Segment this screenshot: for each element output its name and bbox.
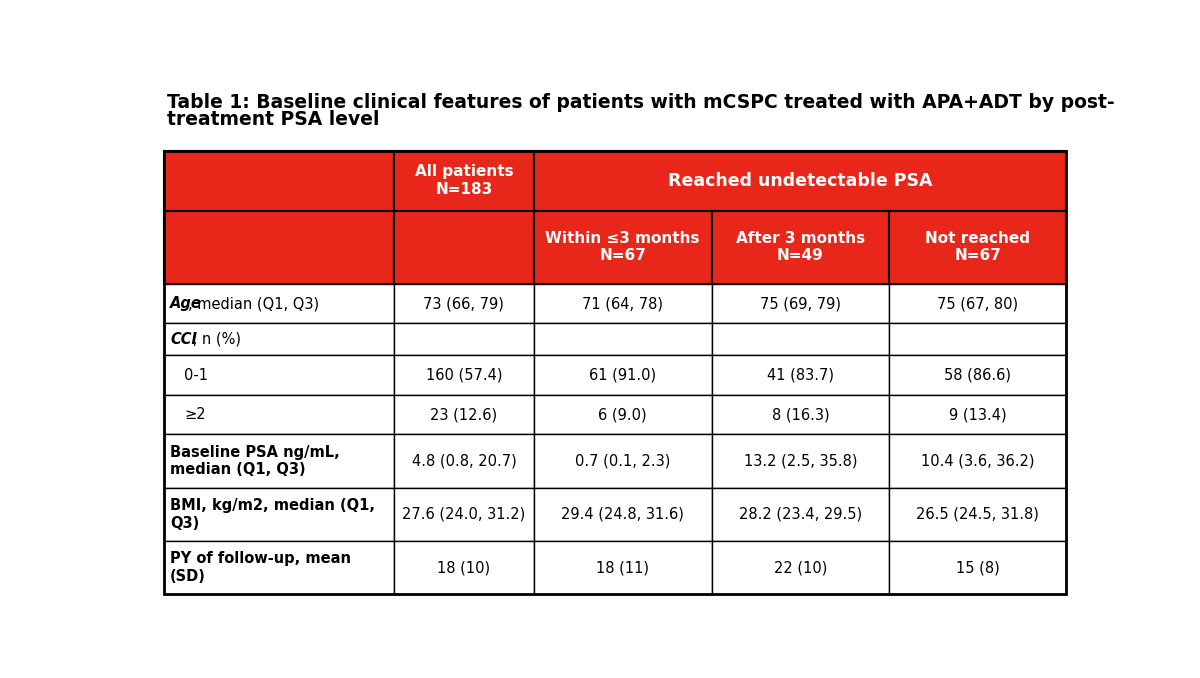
Text: 75 (69, 79): 75 (69, 79) xyxy=(760,296,841,311)
Bar xyxy=(394,435,534,487)
Text: , n (%): , n (%) xyxy=(188,332,241,347)
Bar xyxy=(164,151,1066,594)
Text: 8 (16.3): 8 (16.3) xyxy=(772,407,829,422)
Text: After 3 months
N=49: After 3 months N=49 xyxy=(736,231,865,264)
Bar xyxy=(394,284,534,323)
Text: 10.4 (3.6, 36.2): 10.4 (3.6, 36.2) xyxy=(920,454,1034,468)
Text: 6 (9.0): 6 (9.0) xyxy=(599,407,647,422)
Text: 75 (67, 80): 75 (67, 80) xyxy=(937,296,1019,311)
Bar xyxy=(164,395,394,435)
Text: 0.7 (0.1, 2.3): 0.7 (0.1, 2.3) xyxy=(575,454,671,468)
Text: 71 (64, 78): 71 (64, 78) xyxy=(582,296,664,311)
Text: treatment PSA level: treatment PSA level xyxy=(167,110,379,129)
Text: 22 (10): 22 (10) xyxy=(774,560,827,575)
Bar xyxy=(164,355,394,395)
Bar xyxy=(164,211,394,284)
Text: 0-1: 0-1 xyxy=(184,367,208,382)
Bar xyxy=(394,355,534,395)
Bar xyxy=(534,541,712,594)
Bar xyxy=(889,211,1066,284)
Bar xyxy=(712,541,889,594)
Bar xyxy=(889,541,1066,594)
Bar xyxy=(164,323,394,355)
Text: 9 (13.4): 9 (13.4) xyxy=(949,407,1007,422)
Text: , median (Q1, Q3): , median (Q1, Q3) xyxy=(188,296,319,311)
Text: 61 (91.0): 61 (91.0) xyxy=(589,367,656,382)
Bar xyxy=(534,151,1066,211)
Text: 160 (57.4): 160 (57.4) xyxy=(426,367,502,382)
Text: 58 (86.6): 58 (86.6) xyxy=(944,367,1012,382)
Bar xyxy=(394,151,534,211)
Bar xyxy=(394,541,534,594)
Bar xyxy=(889,355,1066,395)
Text: Not reached
N=67: Not reached N=67 xyxy=(925,231,1030,264)
Text: 13.2 (2.5, 35.8): 13.2 (2.5, 35.8) xyxy=(744,454,857,468)
Bar xyxy=(394,323,534,355)
Text: 23 (12.6): 23 (12.6) xyxy=(431,407,498,422)
Text: 28.2 (23.4, 29.5): 28.2 (23.4, 29.5) xyxy=(739,507,862,522)
Bar xyxy=(889,487,1066,541)
Bar xyxy=(889,395,1066,435)
Text: All patients
N=183: All patients N=183 xyxy=(414,165,514,197)
Text: Within ≤3 months
N=67: Within ≤3 months N=67 xyxy=(546,231,700,264)
Text: Age: Age xyxy=(170,296,202,311)
Bar xyxy=(164,151,394,211)
Text: Baseline PSA ng/mL,
median (Q1, Q3): Baseline PSA ng/mL, median (Q1, Q3) xyxy=(170,445,340,477)
Text: PY of follow-up, mean
(SD): PY of follow-up, mean (SD) xyxy=(170,551,352,584)
Bar xyxy=(712,355,889,395)
Text: Reached undetectable PSA: Reached undetectable PSA xyxy=(667,172,932,190)
Bar xyxy=(712,211,889,284)
Bar xyxy=(164,284,394,323)
Text: 73 (66, 79): 73 (66, 79) xyxy=(424,296,504,311)
Bar xyxy=(394,211,534,284)
Bar xyxy=(534,323,712,355)
Text: 29.4 (24.8, 31.6): 29.4 (24.8, 31.6) xyxy=(562,507,684,522)
Bar xyxy=(164,435,394,487)
Bar xyxy=(712,395,889,435)
Text: 41 (83.7): 41 (83.7) xyxy=(767,367,834,382)
Bar xyxy=(889,435,1066,487)
Bar xyxy=(394,487,534,541)
Bar xyxy=(534,395,712,435)
Text: Table 1: Baseline clinical features of patients with mCSPC treated with APA+ADT : Table 1: Baseline clinical features of p… xyxy=(167,93,1115,112)
Text: 4.8 (0.8, 20.7): 4.8 (0.8, 20.7) xyxy=(412,454,516,468)
Text: CCI: CCI xyxy=(170,332,197,347)
Bar xyxy=(534,284,712,323)
Text: 15 (8): 15 (8) xyxy=(955,560,1000,575)
Bar xyxy=(534,211,712,284)
Text: BMI, kg/m2, median (Q1,
Q3): BMI, kg/m2, median (Q1, Q3) xyxy=(170,498,376,530)
Bar xyxy=(534,487,712,541)
Text: 26.5 (24.5, 31.8): 26.5 (24.5, 31.8) xyxy=(917,507,1039,522)
Text: ≥2: ≥2 xyxy=(184,407,205,422)
Bar xyxy=(712,284,889,323)
Bar xyxy=(712,435,889,487)
Bar xyxy=(889,284,1066,323)
Bar xyxy=(712,323,889,355)
Bar xyxy=(889,323,1066,355)
Bar xyxy=(712,487,889,541)
Bar xyxy=(534,355,712,395)
Text: 18 (11): 18 (11) xyxy=(596,560,649,575)
Bar xyxy=(534,435,712,487)
Bar xyxy=(164,487,394,541)
Bar xyxy=(164,541,394,594)
Bar xyxy=(394,395,534,435)
Text: 27.6 (24.0, 31.2): 27.6 (24.0, 31.2) xyxy=(402,507,526,522)
Text: 18 (10): 18 (10) xyxy=(437,560,491,575)
